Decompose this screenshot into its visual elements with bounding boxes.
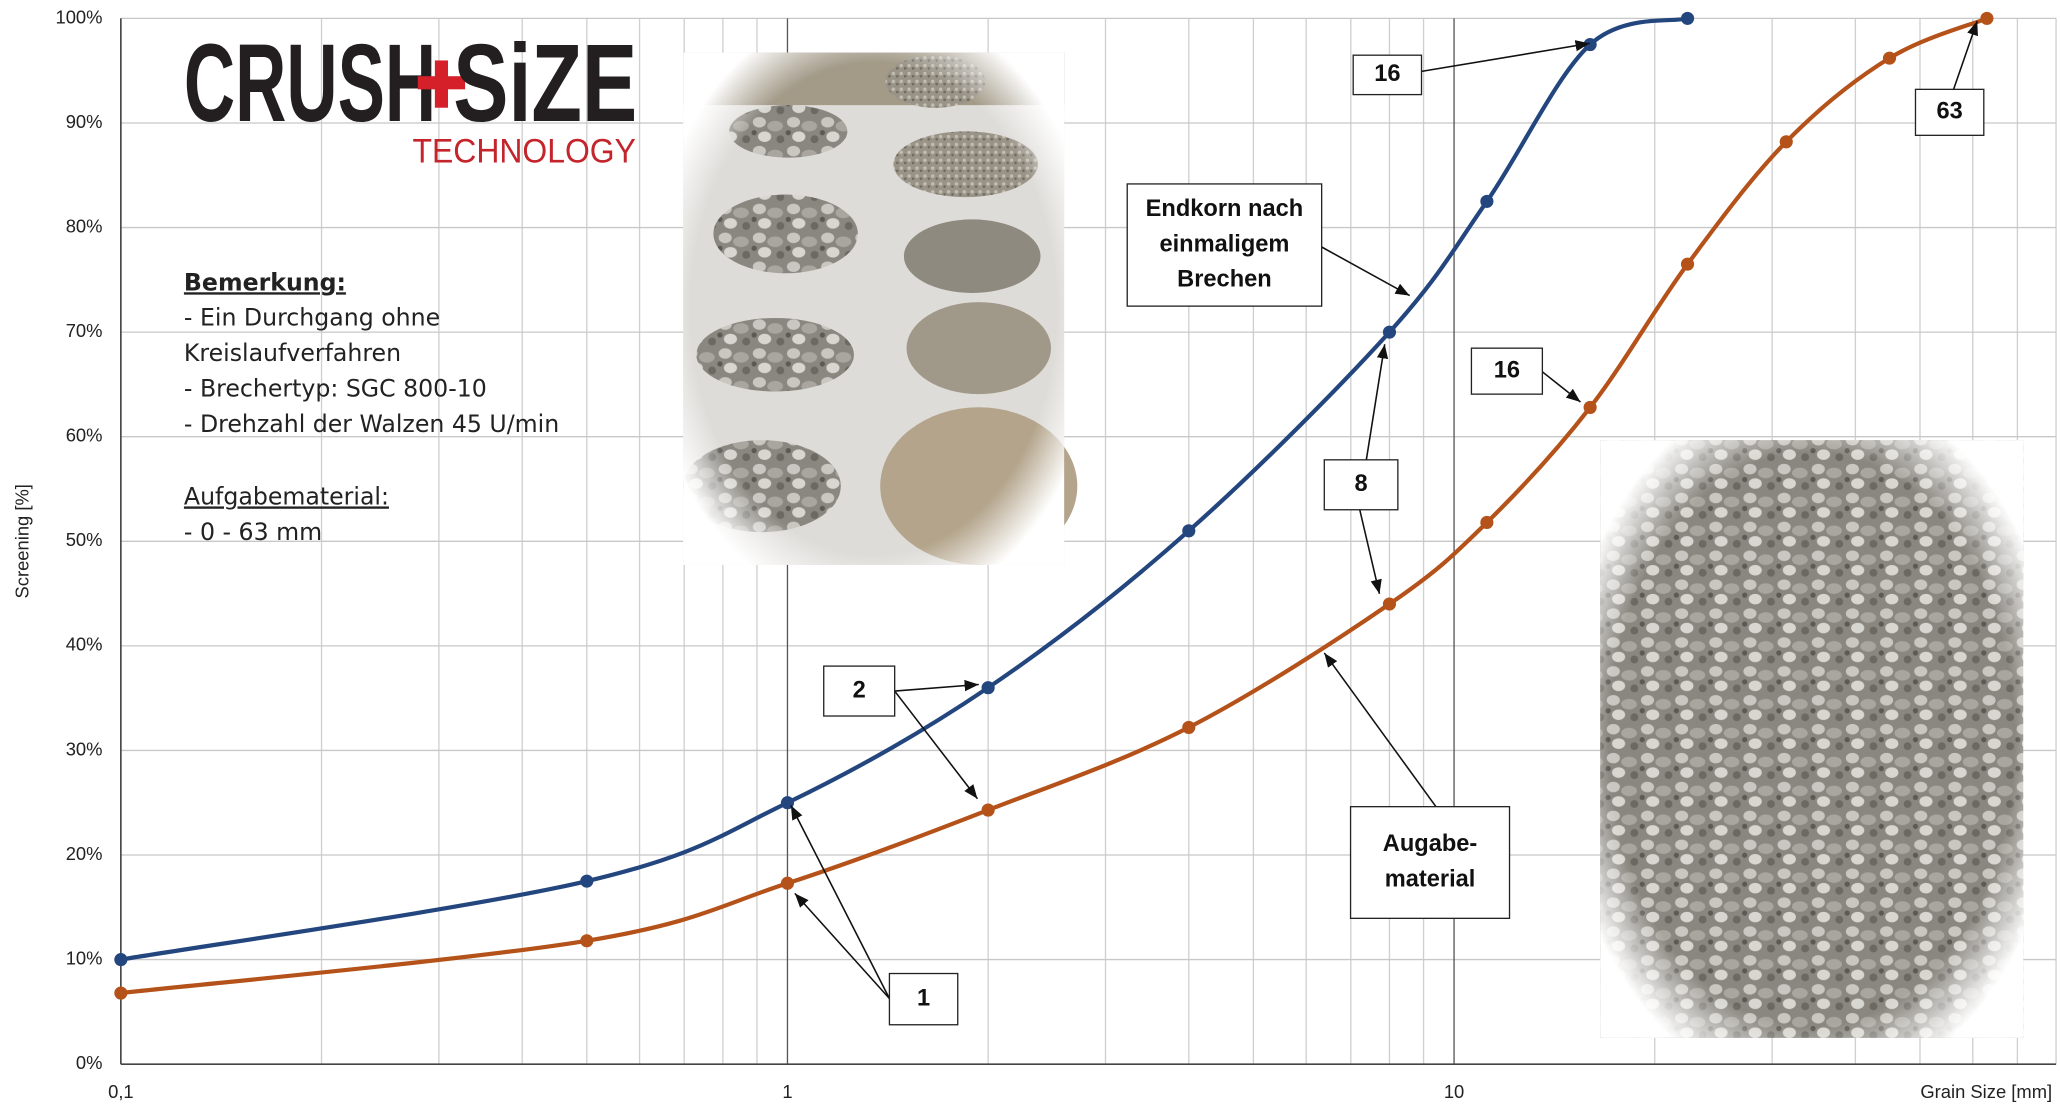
x-tick-label: 10 (1444, 1081, 1464, 1102)
annotation-arrow (1954, 21, 1978, 89)
annotation-arrow (1542, 372, 1580, 402)
x-tick-label: 0,1 (108, 1081, 134, 1102)
data-point (114, 953, 127, 966)
logo-word: CRUSH (184, 22, 436, 145)
annotation-text: material (1385, 866, 1476, 892)
notes-line: - 0 - 63 mm (184, 518, 322, 546)
annotation-text: Endkorn nach (1146, 196, 1304, 222)
data-point (1383, 597, 1396, 610)
notes-heading: Aufgabematerial: (184, 482, 389, 510)
notes-heading: Bemerkung: (184, 268, 346, 296)
sample-photo (683, 53, 1077, 565)
annotation-arrow (1322, 247, 1410, 296)
y-tick-label: 50% (66, 529, 103, 550)
logo: CRUSH SiZE TECHNOLOGY (184, 22, 637, 171)
y-tick-label: 10% (66, 947, 103, 968)
data-point (1584, 401, 1597, 414)
y-axis-label: Screening [%] (12, 484, 33, 598)
data-point (982, 803, 995, 816)
annotation-text: 16 (1494, 357, 1520, 383)
annotation-text: Brechen (1177, 267, 1272, 293)
data-point (1480, 195, 1493, 208)
notes-line: Kreislaufverfahren (184, 339, 401, 367)
x-axis-label: Grain Size [mm] (1920, 1081, 2052, 1102)
annotation-arrow (1416, 43, 1589, 72)
data-point (1480, 516, 1493, 529)
data-point (114, 986, 127, 999)
annotation-arrow (791, 805, 890, 998)
annotation-text: 16 (1374, 61, 1400, 87)
data-point (1681, 258, 1694, 271)
annotation-text: 8 (1355, 471, 1368, 497)
notes-line: - Brechertyp: SGC 800-10 (184, 375, 487, 403)
annotation-arrow (1366, 344, 1384, 460)
x-tick-label: 1 (782, 1081, 792, 1102)
annotation-arrow (895, 691, 978, 799)
data-point (580, 934, 593, 947)
y-tick-label: 20% (66, 843, 103, 864)
annotation-text: 63 (1937, 99, 1963, 125)
gravel-photo (1600, 440, 2023, 1038)
data-point (580, 875, 593, 888)
data-point (1182, 524, 1195, 537)
logo-word: SiZE (453, 22, 637, 145)
annotation-text: einmaligem (1159, 231, 1289, 257)
data-point (982, 681, 995, 694)
y-tick-label: 30% (66, 738, 103, 759)
annotation-arrow (1360, 510, 1380, 594)
chart: Bemerkung: - Ein Durchgang ohne Kreislau… (0, 0, 2060, 1112)
data-point (1780, 135, 1793, 148)
y-tick-label: 90% (66, 111, 103, 132)
y-tick-label: 0% (76, 1052, 103, 1073)
annotation-box (1351, 807, 1510, 919)
annotation-text: 2 (853, 677, 866, 703)
notes-line: - Ein Durchgang ohne (184, 304, 440, 332)
annotation-arrow (895, 684, 979, 691)
y-tick-label: 80% (66, 215, 103, 236)
notes: Bemerkung: - Ein Durchgang ohne Kreislau… (184, 268, 559, 546)
data-point (1383, 326, 1396, 339)
annotation-arrow (1324, 653, 1436, 807)
data-point (1681, 12, 1694, 25)
data-point (1182, 721, 1195, 734)
y-tick-label: 70% (66, 320, 103, 341)
y-tick-label: 60% (66, 425, 103, 446)
y-tick-label: 40% (66, 634, 103, 655)
data-point (1980, 12, 1993, 25)
logo-subtitle: TECHNOLOGY (413, 133, 637, 171)
data-point (1883, 52, 1896, 65)
y-tick-label: 100% (55, 6, 102, 27)
annotation-text: Augabe- (1383, 831, 1478, 857)
notes-line: - Drehzahl der Walzen 45 U/min (184, 410, 559, 438)
annotation-text: 1 (917, 985, 930, 1011)
data-point (781, 877, 794, 890)
page: {"chart_data": {"type": "line", "xlabel"… (0, 0, 2060, 1112)
annotation-arrow (795, 893, 890, 998)
